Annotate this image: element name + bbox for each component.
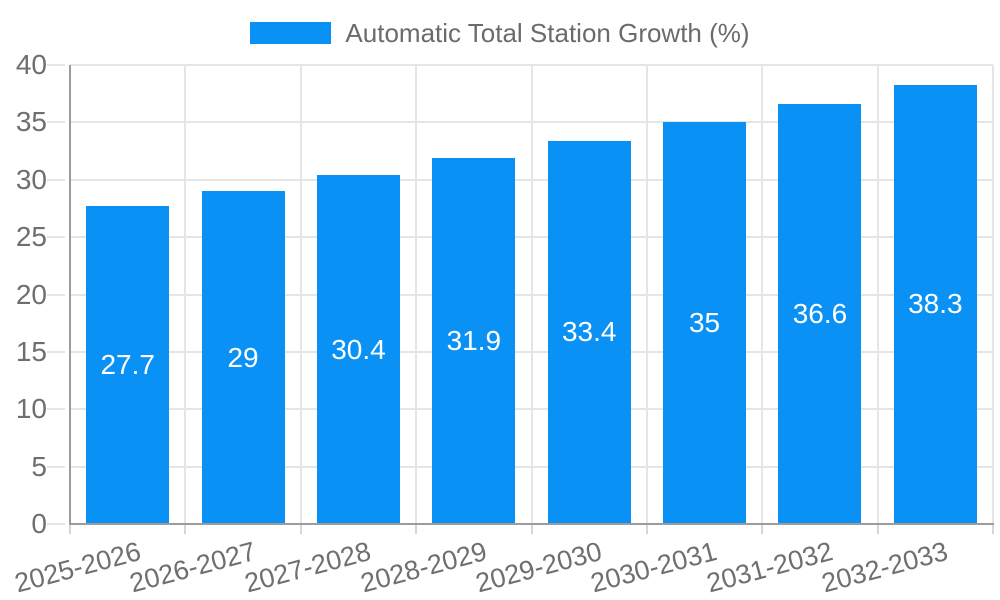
gridline-vertical: [992, 65, 994, 524]
y-tick-label: 40: [15, 49, 47, 80]
bar[interactable]: 31.9: [432, 157, 516, 524]
x-tick-mark: [184, 524, 187, 534]
gridline-vertical: [184, 65, 187, 524]
x-tick-label: 2025-2026: [10, 536, 144, 599]
y-tick-label: 0: [31, 508, 47, 539]
gridline-vertical: [761, 65, 764, 524]
x-tick-label: 2031-2032: [703, 536, 836, 599]
y-tick-mark: [47, 350, 65, 353]
bar-value-label: 38.3: [908, 288, 963, 320]
x-tick-label: 2026-2027: [126, 536, 259, 599]
bar-value-label: 30.4: [331, 333, 386, 365]
bar[interactable]: 29: [201, 191, 285, 524]
bar[interactable]: 36.6: [778, 104, 862, 524]
y-tick-mark: [47, 408, 65, 411]
bar[interactable]: 33.4: [547, 140, 631, 524]
legend-swatch[interactable]: [250, 22, 332, 44]
y-tick-label: 15: [15, 335, 47, 367]
y-tick-mark: [47, 523, 65, 525]
gridline-vertical: [415, 65, 418, 524]
x-tick-label: 2032-2033: [818, 536, 952, 599]
gridline-vertical: [645, 65, 648, 524]
x-tick-label: 2029-2030: [472, 536, 605, 599]
x-axis-line: [69, 523, 994, 525]
bar-value-label: 36.6: [792, 298, 848, 329]
plot-area: 27.7 29 30.4 31.9 33.4 35 36.6 38.3: [69, 64, 994, 534]
y-tick-mark: [47, 293, 65, 296]
y-tick-mark: [47, 64, 65, 66]
y-axis-tick-labels: 0 5 10 15 20 25 30 35 40: [0, 49, 65, 539]
y-tick-label: 5: [31, 450, 47, 482]
x-tick-mark: [69, 524, 71, 534]
gridline-vertical: [876, 65, 879, 524]
x-axis-tick-labels: 2025-2026 2026-2027 2027-2028 2028-2029 2029…: [11, 65, 993, 598]
legend-label[interactable]: Automatic Total Station Growth (%): [345, 18, 750, 48]
y-tick-label: 25: [15, 221, 47, 253]
bar-value-label: 29: [227, 341, 259, 373]
gridline-vertical: [299, 65, 302, 524]
bar[interactable]: 30.4: [316, 175, 400, 524]
y-tick-label: 30: [15, 163, 47, 195]
y-tick-label: 35: [15, 106, 47, 138]
y-tick-mark: [47, 236, 65, 239]
bar-value-label: 27.7: [100, 349, 155, 381]
bar[interactable]: 38.3: [893, 84, 977, 524]
x-tick-label: 2028-2029: [357, 536, 490, 599]
x-tick-label: 2030-2031: [587, 536, 721, 599]
gridline-vertical: [530, 65, 533, 524]
bar-value-label: 33.4: [561, 316, 617, 348]
x-tick-mark: [415, 524, 418, 534]
bar[interactable]: 27.7: [86, 206, 170, 524]
chart-legend: Automatic Total Station Growth (%): [0, 15, 1000, 51]
y-tick-label: 20: [15, 278, 47, 310]
x-tick-mark: [530, 524, 533, 534]
x-tick-mark: [299, 524, 302, 534]
y-tick-mark: [47, 121, 65, 124]
x-tick-mark: [876, 524, 879, 534]
y-tick-mark: [47, 465, 65, 468]
x-tick-mark: [645, 524, 648, 534]
bar-value-label: 31.9: [446, 324, 502, 356]
x-tick-mark: [992, 524, 994, 534]
x-tick-mark: [761, 524, 764, 534]
bar[interactable]: 35: [663, 122, 747, 524]
bar-value-label: 35: [688, 307, 721, 339]
y-axis-line: [69, 65, 71, 524]
x-tick-label: 2027-2028: [241, 536, 375, 599]
y-tick-mark: [47, 178, 65, 181]
y-tick-label: 10: [15, 393, 47, 425]
